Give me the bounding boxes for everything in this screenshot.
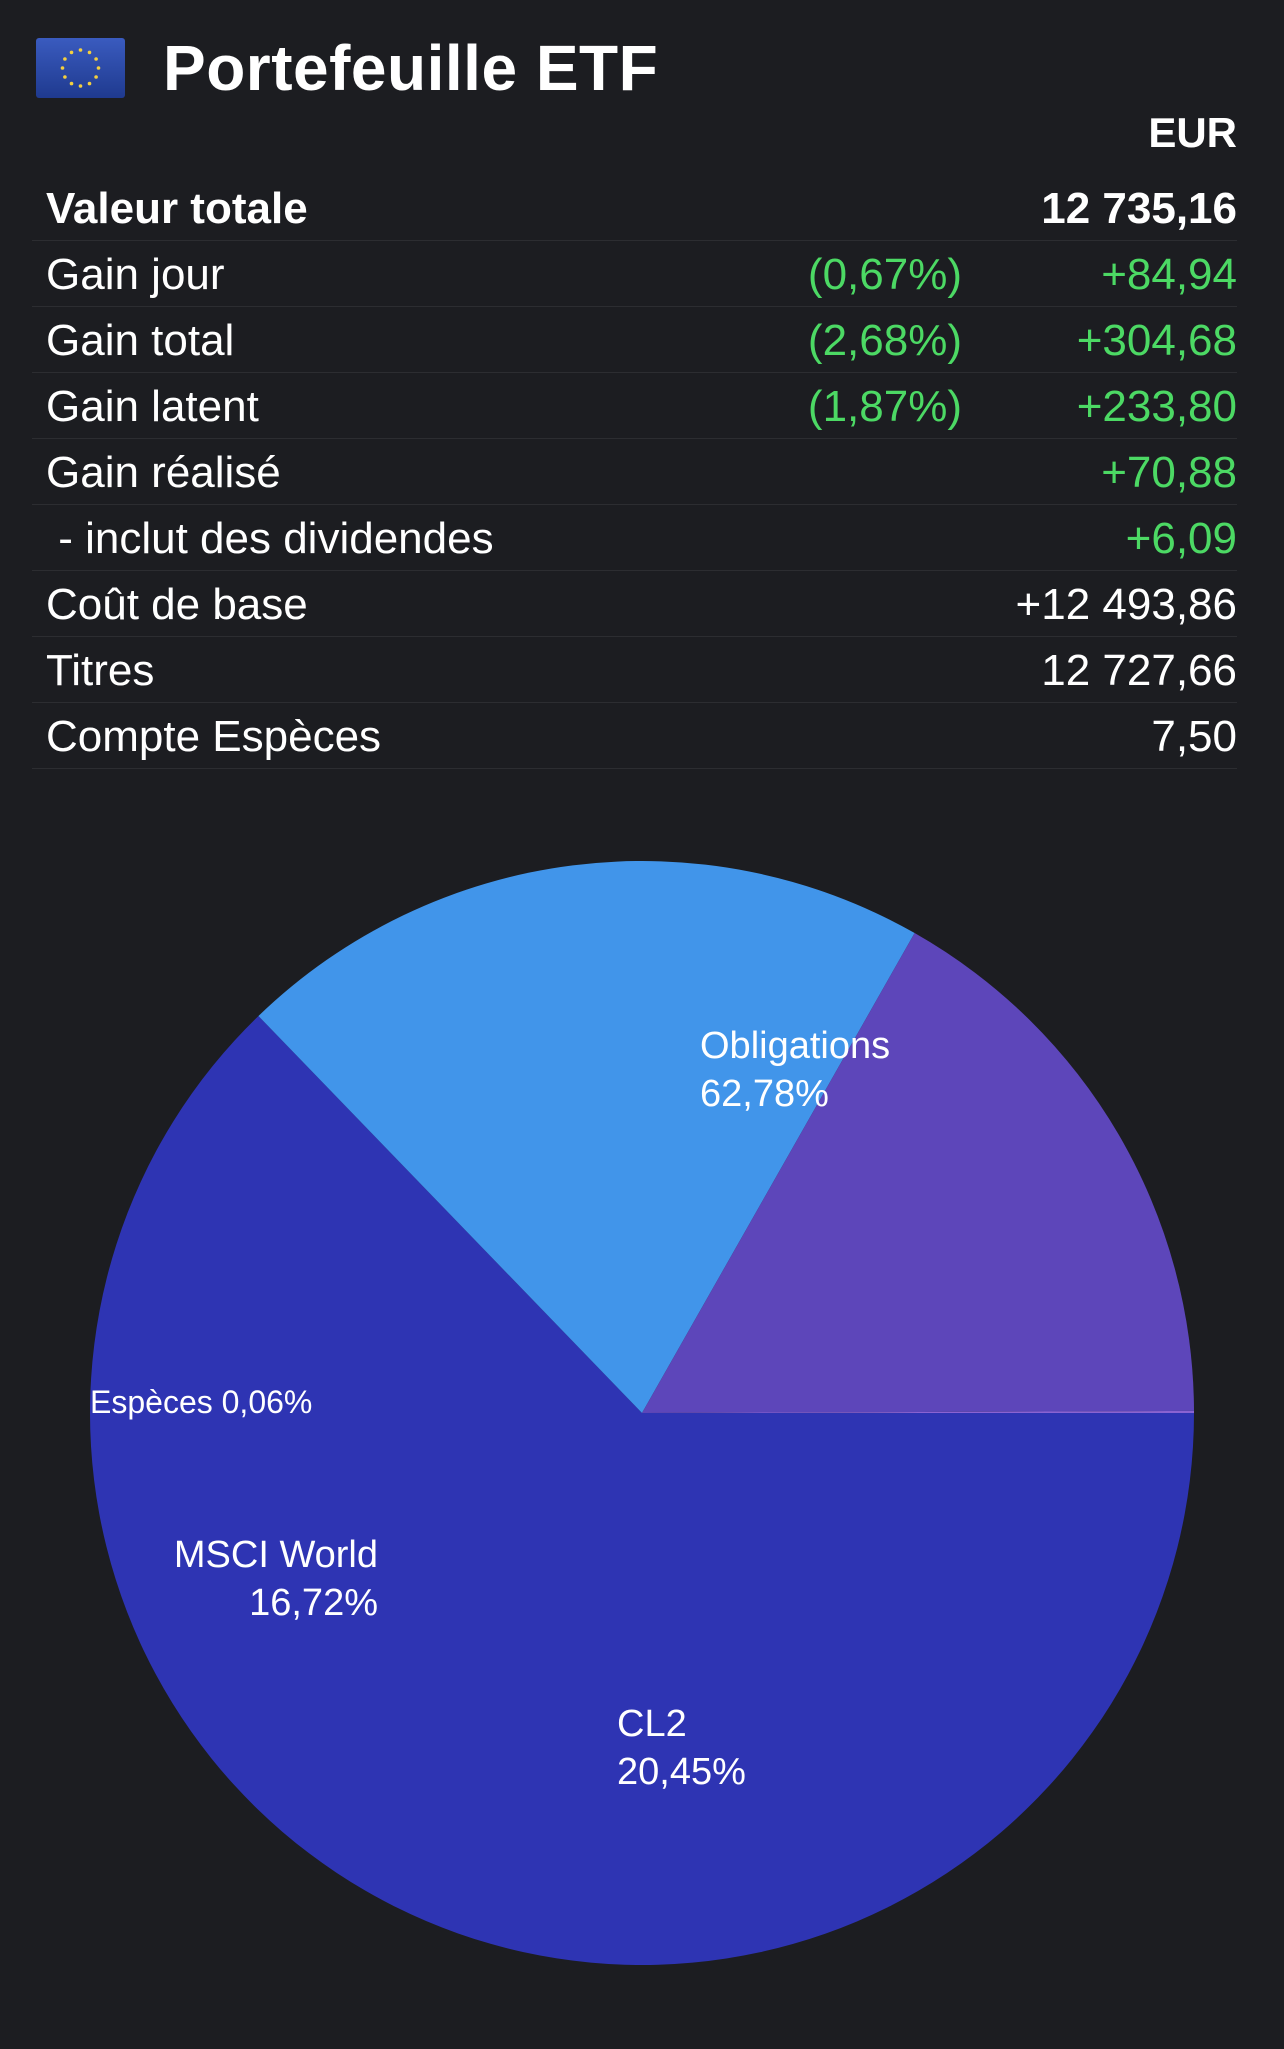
- flag-star: [78, 48, 83, 52]
- summary-row-value: +84,94: [1101, 250, 1237, 299]
- flag-star: [69, 81, 74, 86]
- flag-star: [78, 84, 83, 88]
- summary-row: Gain jour (0,67%) +84,94: [32, 241, 1237, 307]
- flag-star: [94, 57, 98, 61]
- flag-star: [94, 75, 98, 79]
- pie-slice-percent: 62,78%: [700, 1073, 829, 1115]
- summary-row-value: +304,68: [1076, 316, 1237, 365]
- page-title: Portefeuille ETF: [163, 32, 659, 104]
- pie-slice-label: MSCI World: [174, 1534, 378, 1576]
- currency-label: EUR: [1148, 109, 1237, 156]
- summary-row-label: Coût de base: [46, 580, 308, 629]
- flag-star: [87, 81, 92, 86]
- summary-row: Valeur totale 12 735,16: [32, 175, 1237, 241]
- pie-slice-percent: 16,72%: [249, 1582, 378, 1624]
- summary-row-value: 12 735,16: [1041, 184, 1237, 233]
- pie-slice[interactable]: [642, 933, 1194, 1413]
- pie-slice-label: CL2: [617, 1703, 687, 1745]
- summary-row-label: Gain réalisé: [46, 448, 281, 497]
- eu-flag-icon: [36, 38, 125, 98]
- summary-row-percent: (0,67%): [807, 250, 962, 299]
- summary-row-label: Gain latent: [46, 382, 259, 431]
- portfolio-summary-table: Valeur totale 12 735,16 Gain jour (0,67%) +8…: [32, 175, 1237, 769]
- summary-row-label: Gain jour: [46, 250, 225, 299]
- summary-row: Gain réalisé +70,88: [32, 439, 1237, 505]
- flag-star: [63, 57, 67, 61]
- summary-row-label: - inclut des dividendes: [46, 514, 494, 563]
- summary-row-label: Titres: [46, 646, 155, 695]
- summary-row-value: +233,80: [1076, 382, 1237, 431]
- flag-star: [69, 50, 74, 55]
- header: Portefeuille ETF: [36, 28, 658, 108]
- summary-row-value: 7,50: [1151, 712, 1237, 761]
- summary-row-value: +12 493,86: [1015, 580, 1237, 629]
- summary-row: Titres 12 727,66: [32, 637, 1237, 703]
- pie-slice-percent: 20,45%: [617, 1751, 746, 1793]
- summary-row-label: Compte Espèces: [46, 712, 382, 761]
- flag-star: [96, 66, 101, 70]
- summary-row: Gain total (2,68%) +304,68: [32, 307, 1237, 373]
- summary-row: Coût de base +12 493,86: [32, 571, 1237, 637]
- flag-star: [60, 66, 65, 70]
- summary-row-percent: (1,87%): [807, 382, 962, 431]
- summary-row-percent: (2,68%): [807, 316, 962, 365]
- pie-slice[interactable]: [258, 861, 915, 1413]
- summary-row-value: 12 727,66: [1041, 646, 1237, 695]
- pie-slice-label: Obligations: [700, 1025, 890, 1067]
- summary-row: - inclut des dividendes +6,09: [32, 505, 1237, 571]
- summary-row: Gain latent (1,87%) +233,80: [32, 373, 1237, 439]
- summary-row-value: +6,09: [1125, 514, 1237, 563]
- summary-row-label: Gain total: [46, 316, 235, 365]
- flag-star: [87, 50, 92, 55]
- pie-slice[interactable]: [90, 1016, 1195, 1966]
- summary-row: Compte Espèces 7,50: [32, 703, 1237, 769]
- summary-row-value: +70,88: [1101, 448, 1237, 497]
- pie-slice[interactable]: [642, 1410, 1195, 1413]
- pie-slice-label: Espèces 0,06%: [90, 1384, 312, 1420]
- summary-row-label: Valeur totale: [46, 184, 308, 233]
- flag-star: [63, 75, 67, 79]
